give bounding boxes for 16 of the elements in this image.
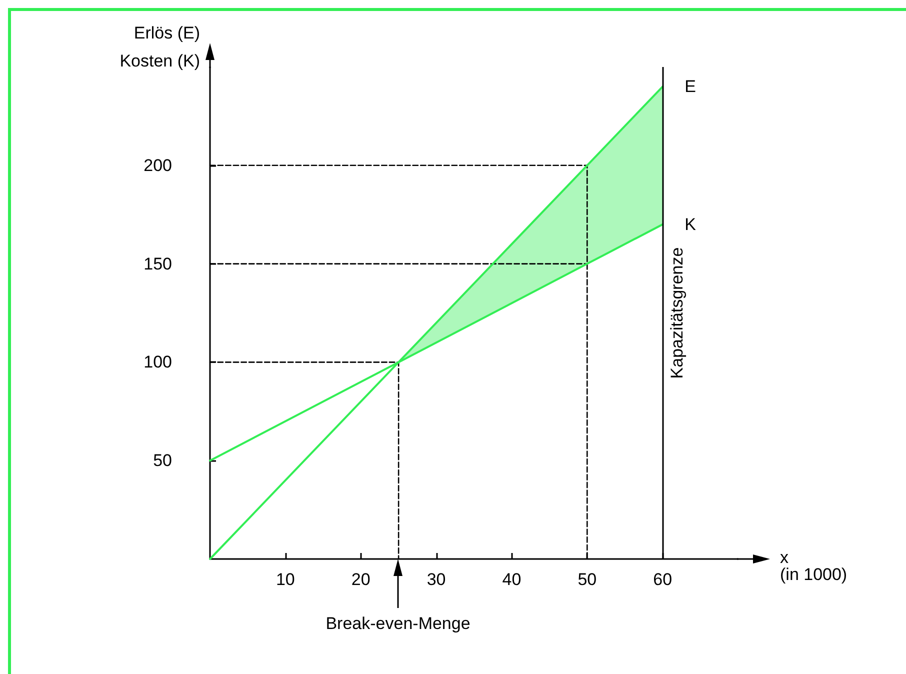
y-axis-title: Erlös (E) Kosten (K) [120, 24, 200, 70]
y-tick-label: 200 [144, 156, 172, 175]
x-tick-label: 40 [502, 570, 522, 589]
series-label: K [684, 214, 697, 234]
x-tick-label: 30 [426, 570, 446, 589]
y-tick-label: 100 [144, 352, 172, 372]
series-label: E [684, 77, 696, 96]
x-tick-label: 20 [351, 570, 370, 589]
y-tick-label: 50 [153, 451, 172, 470]
x-tick-label: 60 [653, 570, 672, 589]
x-tick-label: 50 [578, 570, 597, 589]
ref-line-label: Kapazitätsgrenze [668, 247, 687, 379]
x-tick-label: 10 [276, 570, 295, 589]
y-tick-label: 150 [144, 254, 172, 274]
x-axis-title: x (in 1000) [780, 548, 848, 584]
text: Break-even-Menge [326, 614, 470, 633]
